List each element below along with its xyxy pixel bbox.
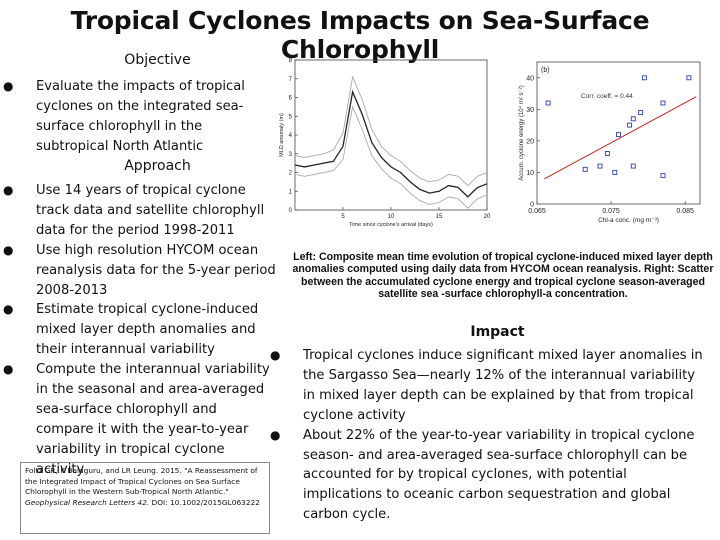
- scatter-point: [641, 75, 647, 81]
- x-tick-label: 0.065: [528, 208, 546, 215]
- citation-box: Foltz GR, K Balaguru, and LR Leung. 2015…: [20, 462, 270, 534]
- impact-list: ● Tropical cyclones induce significant mi…: [267, 346, 707, 525]
- x-axis-label: Chl-a conc. (mg m⁻³): [598, 217, 659, 224]
- scatter-point: [612, 169, 618, 175]
- x-tick-label: 0.085: [676, 208, 694, 215]
- x-tick-label: 5: [341, 214, 345, 220]
- scatter-point: [582, 166, 588, 172]
- y-tick-label: 0: [289, 208, 293, 214]
- y-tick-label: 8: [289, 58, 293, 64]
- y-tick-label: 7: [289, 77, 293, 83]
- y-tick-label: 2: [289, 171, 293, 177]
- scatter-point: [545, 100, 551, 106]
- scatter-point: [630, 116, 636, 122]
- series-line-1: [294, 75, 488, 187]
- y-tick-label: 4: [289, 133, 293, 139]
- bullet-icon: ●: [3, 79, 14, 93]
- y-tick-label: 6: [289, 96, 293, 102]
- scatter-point: [660, 100, 666, 106]
- x-axis-label: Time since cyclone's arrival (days): [349, 222, 433, 228]
- y-tick-label: 40: [526, 75, 534, 82]
- bullet-icon: ●: [270, 427, 281, 442]
- panel-label: (b): [541, 67, 550, 74]
- correlation-annotation: Corr. coeff. = 0.44: [581, 93, 633, 100]
- impact-item: ● Tropical cyclones induce significant mi…: [270, 348, 703, 423]
- scatter-point: [616, 132, 621, 138]
- citation-authors: Foltz GR, K Balaguru, and LR Leung. 2015…: [25, 466, 258, 497]
- x-tick-label: 0.075: [602, 208, 620, 215]
- y-tick-label: 10: [526, 170, 534, 177]
- y-tick-label: 5: [289, 114, 293, 120]
- impact-item: ● About 22% of the year-to-year variabili…: [270, 427, 695, 523]
- x-tick-label: 10: [388, 214, 395, 220]
- y-tick-label: 0: [530, 202, 534, 209]
- x-tick-label: 15: [436, 214, 443, 220]
- series-line-2: [294, 105, 488, 209]
- y-tick-label: 3: [289, 152, 293, 158]
- approach-item: ● Use high resolution HYCOM ocean reanaly…: [3, 242, 276, 298]
- ace-chlorophyll-scatter: 0.065 0.075 0.085 40 30 20 10 0 (b) Corr. coeff. …: [518, 61, 701, 224]
- series-line-0: [294, 89, 488, 198]
- approach-list: ● Use 14 years of tropical cyclone track …: [0, 181, 276, 480]
- objective-heading: Objective: [124, 52, 191, 68]
- scatter-point: [627, 122, 633, 128]
- plot-frame: [536, 61, 701, 205]
- x-tick-label: 20: [484, 214, 491, 220]
- y-axis-label: MLD anomaly (m): [279, 113, 285, 157]
- impact-heading: Impact: [470, 324, 525, 340]
- approach-item: ● Compute the interannual variability in …: [3, 362, 270, 477]
- approach-item: ● Use 14 years of tropical cyclone track …: [3, 183, 265, 238]
- scatter-point: [638, 110, 644, 115]
- y-tick-label: 30: [526, 107, 534, 114]
- scatter-point: [604, 151, 610, 156]
- scatter-point: [686, 75, 692, 81]
- bullet-icon: ●: [3, 362, 14, 377]
- bullet-icon: ●: [3, 242, 14, 257]
- objective-item: ● Evaluate the impacts of tropical cyclon…: [3, 79, 245, 154]
- y-tick-label: 1: [289, 189, 293, 195]
- bullet-icon: ●: [3, 302, 14, 317]
- trend-line: [544, 96, 697, 180]
- approach-heading: Approach: [124, 158, 191, 174]
- y-axis-label: Accum. cyclone energy (10⁴ m² s⁻²): [518, 85, 525, 180]
- scatter-point: [597, 163, 603, 169]
- y-tick-label: 20: [526, 138, 534, 145]
- page-title: Tropical Cyclones Impacts on Sea-Surface…: [70, 6, 650, 64]
- approach-item: ● Estimate tropical cyclone-induced mixed…: [3, 302, 259, 358]
- objective-list: ● Evaluate the impacts of tropical cyclon…: [0, 77, 270, 157]
- citation-journal: Geophysical Research Letters 42.: [25, 497, 150, 507]
- scatter-point: [660, 173, 666, 179]
- bullet-icon: ●: [3, 183, 14, 197]
- bullet-icon: ●: [270, 348, 281, 362]
- citation-doi: DOI: 10.1002/2015GL063222: [151, 497, 260, 507]
- scatter-point: [630, 163, 636, 169]
- figure-caption: Left: Composite mean time evolution of t…: [292, 251, 714, 300]
